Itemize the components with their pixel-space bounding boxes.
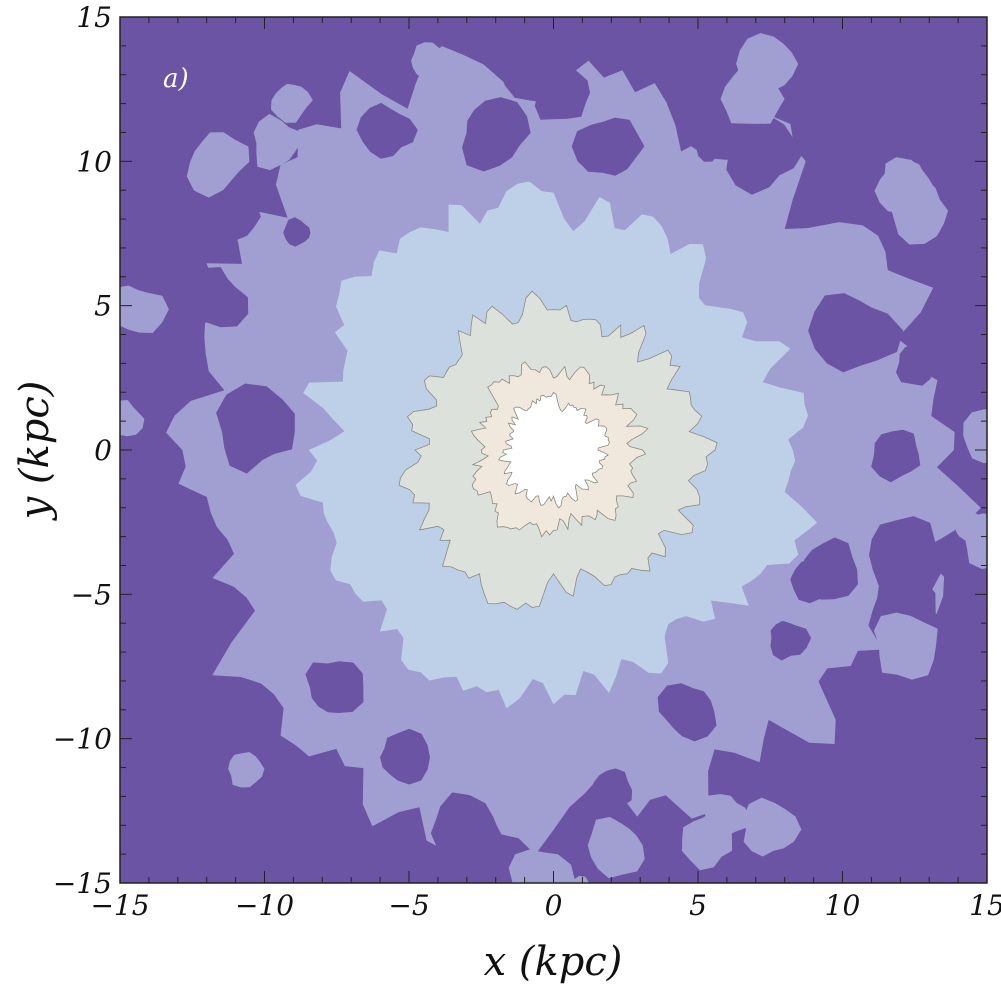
contour-patch <box>356 102 418 159</box>
contour-patch <box>572 875 590 883</box>
axis-ticks <box>119 16 988 884</box>
contour-patch <box>963 513 987 569</box>
x-tick-label: −5 <box>388 889 429 922</box>
contour-patch <box>430 792 500 873</box>
panel-label: a) <box>163 64 189 94</box>
contour-patch <box>216 383 295 474</box>
contour-patch <box>590 768 633 809</box>
y-tick-label: −10 <box>53 723 112 756</box>
x-tick-label: 5 <box>689 889 707 922</box>
contour-patch <box>726 115 804 195</box>
y-tick-label: 15 <box>76 1 112 34</box>
y-tick-label: 5 <box>94 290 112 323</box>
contour-patch <box>508 849 576 883</box>
contour-patch <box>808 293 904 373</box>
contour-patch <box>228 752 265 788</box>
contour-patch <box>790 559 842 604</box>
contour-patch <box>186 132 250 198</box>
contour-patch <box>411 42 450 78</box>
y-tick-label: −5 <box>71 578 112 611</box>
contour-patch <box>462 97 531 172</box>
x-tick-label: 10 <box>825 889 861 922</box>
contour-patch <box>770 620 812 661</box>
x-tick-labels: −15 −10 −5 0 5 10 15 <box>90 889 1001 922</box>
contour-patch <box>253 113 301 171</box>
contour-patch <box>587 816 645 879</box>
contour-patch <box>682 811 733 871</box>
x-tick-label: −15 <box>90 889 149 922</box>
contour-patch <box>743 797 802 857</box>
contour-patch <box>657 683 717 742</box>
contour-layers <box>120 17 987 883</box>
contour-patch <box>206 189 261 247</box>
contour-patch <box>534 61 590 120</box>
y-tick-label: −15 <box>53 867 112 900</box>
contour-patch <box>873 612 938 680</box>
contour-patch <box>874 158 937 214</box>
contour-patch <box>271 83 313 123</box>
y-tick-labels: −15 −10 −5 0 5 10 15 <box>53 1 112 900</box>
contour-patch <box>871 429 921 483</box>
contour-patch <box>191 267 249 328</box>
y-tick-label: 0 <box>94 434 112 467</box>
contour-patch <box>283 217 311 247</box>
x-tick-label: −10 <box>235 889 294 922</box>
y-tick-label: 10 <box>76 145 112 178</box>
contour-patch <box>571 117 645 176</box>
contour-patch <box>896 344 941 386</box>
contour-patch <box>736 33 799 91</box>
x-tick-label: 0 <box>545 889 563 922</box>
contour-patch <box>305 661 364 713</box>
x-tick-label: 15 <box>969 889 1001 922</box>
x-axis-label: x (kpc) <box>484 939 623 985</box>
contour-patch <box>120 399 145 437</box>
y-axis-label: y (kpc) <box>12 381 58 522</box>
contour-level-6 <box>498 391 610 509</box>
contour-patch <box>120 285 169 333</box>
contour-patch <box>380 728 430 785</box>
